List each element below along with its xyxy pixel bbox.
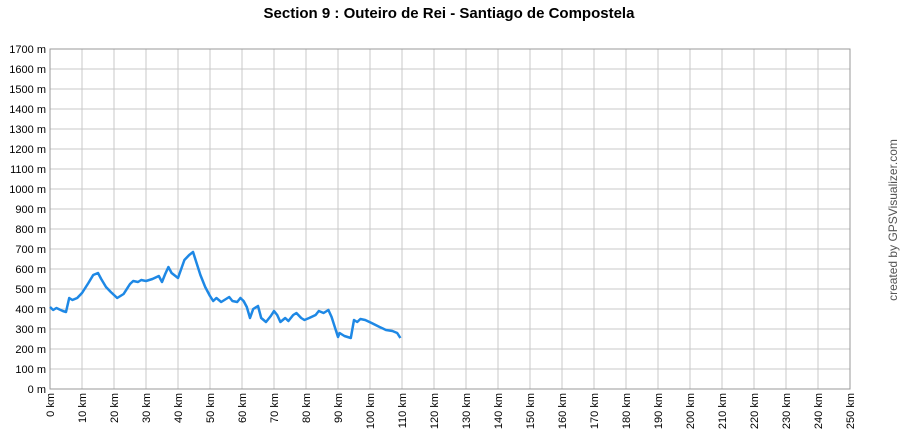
x-tick-label: 230 km	[781, 393, 793, 429]
x-tick-label: 180 km	[621, 393, 633, 429]
y-tick-label: 500 m	[15, 284, 46, 296]
y-tick-label: 1200 m	[9, 144, 46, 156]
y-tick-label: 1500 m	[9, 84, 46, 96]
y-tick-label: 1100 m	[10, 164, 46, 176]
x-tick-label: 250 km	[845, 393, 857, 429]
y-tick-label: 1700 m	[9, 44, 46, 56]
x-tick-label: 240 km	[813, 393, 825, 429]
y-tick-label: 200 m	[15, 344, 46, 356]
chart-title: Section 9 : Outeiro de Rei - Santiago de…	[264, 5, 636, 22]
x-tick-label: 10 km	[77, 393, 89, 423]
x-tick-label: 80 km	[301, 393, 313, 423]
credit: created by GPSVisualizer.com	[886, 139, 900, 301]
y-tick-label: 600 m	[15, 264, 46, 276]
y-tick-label: 1000 m	[9, 184, 46, 196]
x-tick-label: 0 km	[45, 393, 57, 417]
x-tick-label: 190 km	[653, 393, 665, 429]
y-tick-label: 800 m	[15, 224, 46, 236]
y-tick-label: 100 m	[15, 364, 46, 376]
x-tick-label: 50 km	[205, 393, 217, 423]
plot-frame	[49, 48, 851, 390]
elevation-line	[49, 250, 402, 340]
y-tick-label: 1400 m	[9, 104, 46, 116]
x-tick-label: 160 km	[557, 393, 569, 429]
x-tick-label: 110 km	[397, 393, 409, 428]
x-tick-label: 170 km	[589, 393, 601, 429]
x-tick-label: 120 km	[429, 393, 441, 429]
x-tick-label: 70 km	[269, 393, 281, 423]
x-tick-label: 30 km	[141, 393, 153, 423]
x-tick-label: 100 km	[365, 393, 377, 429]
x-tick-label: 130 km	[461, 393, 473, 429]
y-tick-label: 900 m	[15, 204, 46, 216]
x-tick-label: 90 km	[333, 393, 345, 423]
y-tick-label: 700 m	[15, 244, 46, 256]
x-tick-label: 150 km	[525, 393, 537, 429]
y-tick-label: 0 m	[28, 384, 46, 396]
x-tick-label: 210 km	[717, 393, 729, 429]
x-tick-label: 60 km	[237, 393, 249, 423]
y-tick-label: 1600 m	[9, 64, 46, 76]
y-tick-label: 1300 m	[9, 124, 46, 136]
x-tick-label: 140 km	[493, 393, 505, 429]
y-tick-label: 400 m	[15, 304, 46, 316]
x-tick-label: 220 km	[749, 393, 761, 429]
y-tick-label: 300 m	[15, 324, 46, 336]
x-tick-label: 200 km	[685, 393, 697, 429]
x-tick-label: 20 km	[109, 393, 121, 423]
x-tick-label: 40 km	[173, 393, 185, 423]
